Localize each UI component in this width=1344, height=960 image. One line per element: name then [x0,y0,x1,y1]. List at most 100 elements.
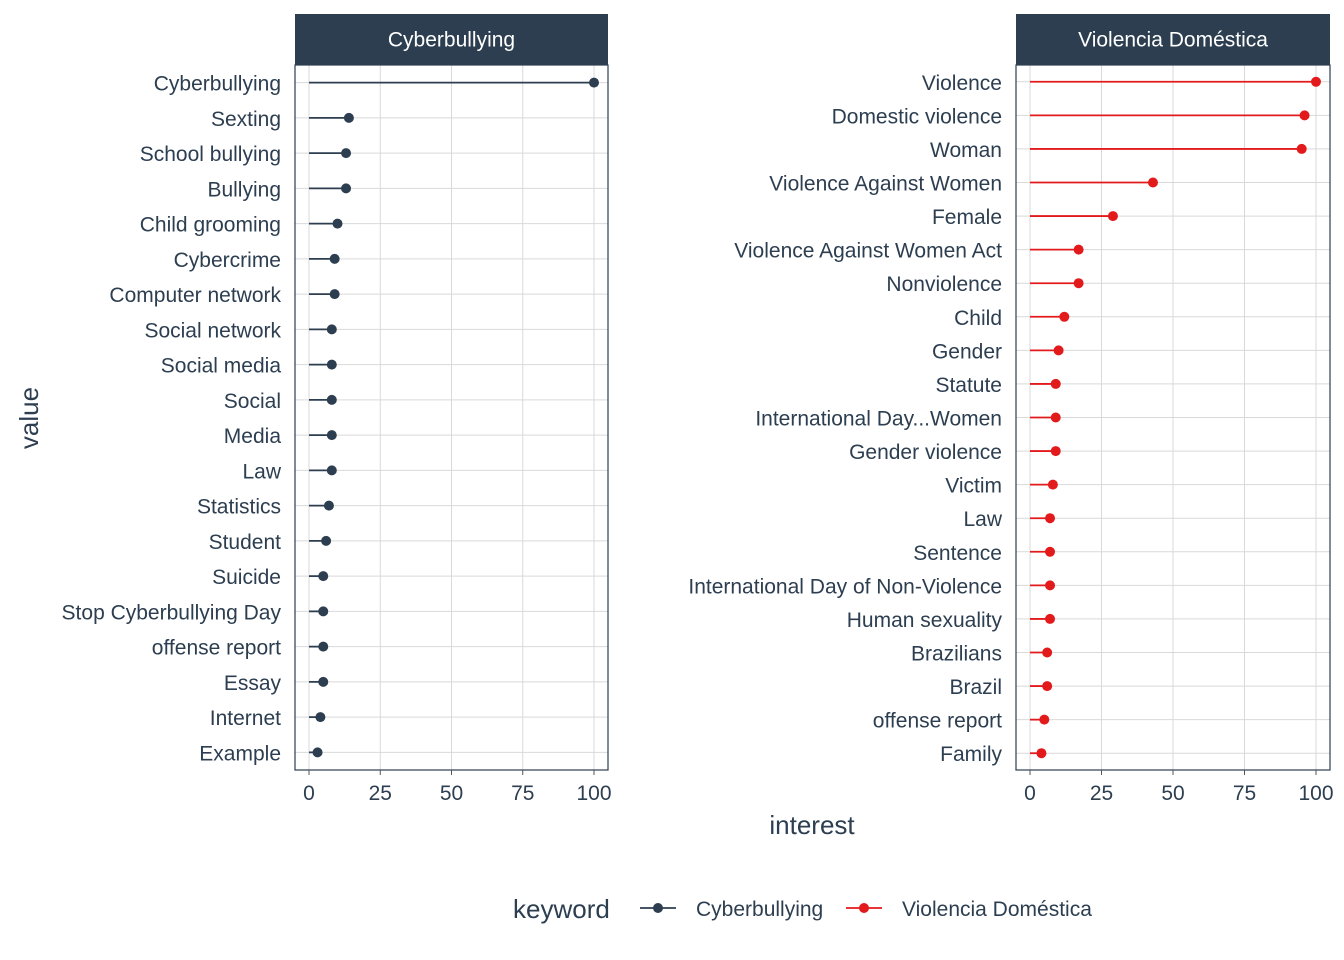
category-label: Social media [161,355,282,378]
facet-panels: Cyberbullying Cyberbullying Sexting School … [62,14,1334,805]
lollipop-point [1050,412,1061,423]
lollipop-point [321,535,332,546]
lollipop-point [329,253,340,264]
lollipop-point [1050,378,1061,389]
x-tick-label: 50 [1161,782,1184,805]
lollipop-point [326,394,337,405]
category-label: Woman [930,139,1002,162]
category-label: Violence [922,72,1002,95]
x-tick-label: 0 [303,782,315,805]
category-label: Violence Against Women [769,173,1002,196]
lollipop-point [589,77,599,88]
category-label: Sentence [913,542,1002,565]
lollipop-point [1296,143,1307,154]
lollipop-point [332,218,343,229]
lollipop-point [1147,177,1158,188]
lollipop-point [1047,479,1058,490]
legend-item: Cyberbullying [640,898,823,921]
category-label: Female [932,206,1002,229]
lollipop-point [1073,244,1084,255]
x-tick-label: 75 [1233,782,1256,805]
category-label: offense report [873,710,1002,733]
x-tick-label: 50 [440,782,463,805]
category-label: Suicide [212,566,281,589]
legend: keyword Cyberbullying Violencia Doméstica [513,894,1092,924]
facet-panel-2: Violencia Doméstica Violence Domestic viol… [688,14,1334,805]
facet-strip [295,14,608,65]
category-label: Cyberbullying [154,73,281,96]
category-label: Statistics [197,496,281,519]
legend-title: keyword [513,894,610,924]
lollipop-point [341,148,352,159]
x-tick-label: 100 [576,782,611,805]
category-label: Media [224,425,282,448]
lollipop-point [343,112,354,123]
x-tick-label: 25 [1090,782,1113,805]
category-label: Domestic violence [832,105,1002,128]
category-label: Essay [224,672,282,695]
lollipop-point [341,183,352,194]
lollipop-point [1045,513,1056,524]
category-label: Child grooming [140,214,281,237]
lollipop-point [326,324,337,335]
legend-item: Violencia Doméstica [846,898,1092,921]
legend-key-point [653,903,663,913]
x-tick-label: 25 [369,782,392,805]
category-label: Internet [210,707,281,730]
category-label: Social [224,390,281,413]
facet-strip-label: Cyberbullying [388,29,515,52]
legend-label: Cyberbullying [696,898,823,921]
category-label: Violence Against Women Act [734,240,1002,263]
lollipop-point [1053,345,1064,356]
category-label: Family [940,743,1002,766]
category-label: Law [242,460,281,483]
category-label: Child [954,307,1002,330]
category-label: Bullying [207,178,281,201]
category-label: Human sexuality [847,609,1003,632]
category-label: Sexting [211,108,281,131]
category-label: Brazil [949,676,1002,699]
lollipop-point [1045,546,1056,557]
category-label: Law [963,508,1002,531]
category-label: Social network [144,319,281,342]
category-label: Computer network [109,284,281,307]
category-label: Stop Cyberbullying Day [62,601,282,624]
x-axis-title: interest [769,810,855,840]
lollipop-point [312,747,323,758]
lollipop-point [318,571,329,582]
lollipop-point [1311,76,1321,87]
category-label: offense report [152,637,281,660]
lollipop-point [326,359,337,370]
lollipop-point [323,500,334,511]
legend-key-point [859,903,869,913]
lollipop-point [1045,613,1056,624]
lollipop-point [1045,580,1056,591]
lollipop-point [329,289,340,300]
x-tick-label: 100 [1298,782,1333,805]
legend-label: Violencia Doméstica [902,898,1092,921]
lollipop-point [1073,278,1084,289]
category-label: Brazilians [911,643,1002,666]
lollipop-point [1107,211,1118,222]
lollipop-point [1042,647,1053,658]
category-label: Victim [945,475,1002,498]
category-label: Gender [932,340,1002,363]
lollipop-point [1042,681,1053,692]
lollipop-point [318,641,329,652]
lollipop-point [318,606,329,617]
facet-strip [1016,14,1330,65]
lollipop-point [1050,446,1061,457]
y-axis-title: value [14,387,44,449]
lollipop-point [315,712,326,723]
x-tick-label: 75 [511,782,534,805]
category-label: Cybercrime [174,249,281,272]
x-tick-label: 0 [1024,782,1036,805]
category-label: Statute [935,374,1002,397]
category-label: Nonviolence [886,273,1002,296]
lollipop-point [326,465,337,476]
facet-strip-label: Violencia Doméstica [1078,29,1268,52]
lollipop-point [1059,311,1070,322]
category-label: International Day of Non-Violence [688,575,1002,598]
category-label: Student [209,531,282,554]
